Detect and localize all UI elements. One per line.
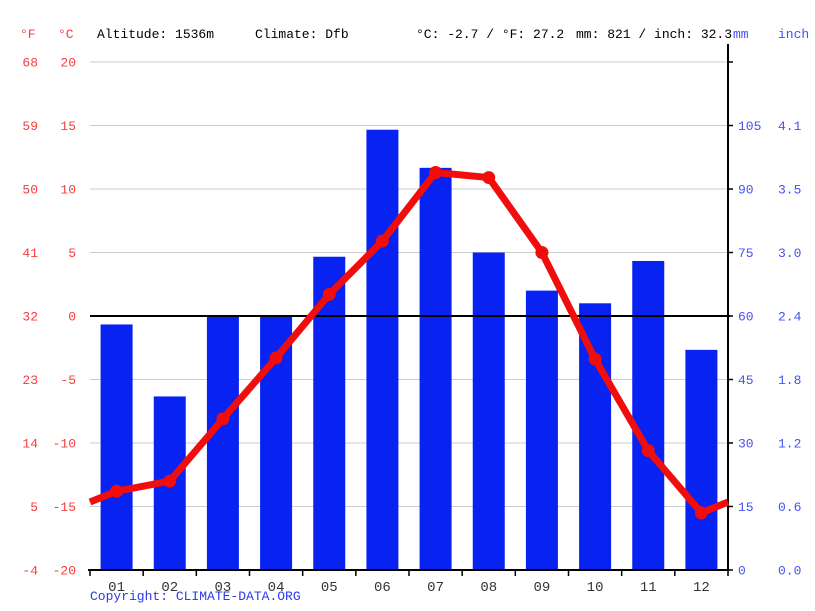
month-label: 02 [161, 580, 178, 596]
temperature-point-05 [322, 287, 336, 301]
inch-tick-label: 4.1 [778, 119, 802, 134]
inch-tick-label: 2.4 [778, 310, 802, 325]
inch-tick-label: 3.5 [778, 183, 801, 198]
month-label: 08 [480, 580, 497, 596]
precip-bar-03 [206, 316, 239, 570]
month-label: 07 [427, 580, 444, 596]
temperature-point-08 [482, 171, 496, 185]
temperature-point-01 [110, 484, 124, 498]
fahrenheit-tick-label: 50 [22, 183, 38, 198]
month-label: 11 [640, 580, 657, 596]
fahrenheit-tick-label: 14 [22, 437, 38, 452]
month-label: 03 [215, 580, 232, 596]
mm-tick-label: 90 [738, 183, 754, 198]
celsius-tick-label: -10 [53, 437, 76, 452]
month-label: 04 [268, 580, 285, 596]
temperature-point-04 [269, 351, 283, 365]
fahrenheit-tick-label: 23 [22, 373, 38, 388]
copyright-text: Copyright: [90, 589, 176, 604]
celsius-tick-label: -20 [53, 564, 76, 579]
precip-bar-01 [100, 324, 133, 570]
fahrenheit-tick-label: 59 [22, 119, 38, 134]
mean-temp-label: °C: -2.7 / °F: 27.2 [416, 27, 565, 42]
temperature-point-09 [535, 246, 549, 259]
celsius-axis-title: °C [58, 27, 74, 42]
inch-axis-title: inch [778, 27, 810, 42]
temperature-line [88, 168, 730, 517]
mm-tick-label: 105 [738, 119, 761, 134]
inch-tick-label: 1.2 [778, 437, 801, 452]
temperature-point-06 [375, 234, 389, 248]
temperature-point-11 [641, 444, 655, 458]
precip-bar-09 [525, 290, 558, 570]
annual-precip-label: mm: 821 / inch: 32.3 [576, 27, 733, 42]
month-label: 10 [587, 580, 604, 596]
mm-tick-label: 30 [738, 437, 754, 452]
mm-tick-label: 75 [738, 246, 754, 261]
inch-tick-label: 0.0 [778, 564, 801, 579]
temperature-point-12 [694, 506, 708, 520]
precip-bar-06 [366, 129, 399, 570]
precip-bar-07 [419, 167, 452, 571]
fahrenheit-tick-label: 32 [22, 310, 38, 325]
mm-tick-label: 45 [738, 373, 754, 388]
month-label: 12 [693, 580, 710, 596]
celsius-tick-label: 15 [60, 119, 76, 134]
fahrenheit-axis-title: °F [20, 27, 36, 42]
mm-tick-label: 15 [738, 500, 754, 515]
temperature-point-10 [588, 352, 602, 366]
inch-tick-label: 3.0 [778, 246, 801, 261]
inch-tick-label: 1.8 [778, 373, 801, 388]
climate-class-label: Climate: Dfb [255, 27, 349, 42]
temperature-point-07 [429, 165, 443, 179]
fahrenheit-tick-label: 68 [22, 56, 38, 71]
month-label: 09 [534, 580, 551, 596]
mm-tick-label: 0 [738, 564, 746, 579]
celsius-tick-label: 10 [60, 183, 76, 198]
fahrenheit-tick-label: 5 [30, 500, 38, 515]
celsius-tick-label: 0 [68, 310, 76, 325]
month-label: 06 [374, 580, 391, 596]
temperature-point-02 [163, 474, 177, 488]
inch-tick-label: 0.6 [778, 500, 801, 515]
temperature-point-03 [216, 412, 230, 426]
celsius-tick-label: 20 [60, 56, 76, 71]
altitude-label: Altitude: 1536m [97, 27, 215, 42]
celsius-tick-label: -15 [53, 500, 76, 515]
fahrenheit-tick-label: 41 [22, 246, 38, 261]
climate-data-org-link[interactable]: CLIMATE-DATA.ORG [175, 589, 301, 604]
mm-tick-label: 60 [738, 310, 754, 325]
mm-axis-title: mm [733, 27, 749, 42]
fahrenheit-tick-label: -4 [22, 564, 38, 579]
copyright-line: Copyright: CLIMATE-DATA.ORG [90, 589, 301, 604]
precip-bar-11 [632, 260, 665, 570]
celsius-tick-label: 5 [68, 246, 76, 261]
month-label: 05 [321, 580, 338, 596]
precip-bar-08 [472, 252, 505, 570]
month-label: 01 [108, 580, 125, 596]
celsius-tick-label: -5 [60, 373, 76, 388]
precip-bar-12 [685, 349, 718, 570]
precip-bar-10 [579, 303, 612, 570]
